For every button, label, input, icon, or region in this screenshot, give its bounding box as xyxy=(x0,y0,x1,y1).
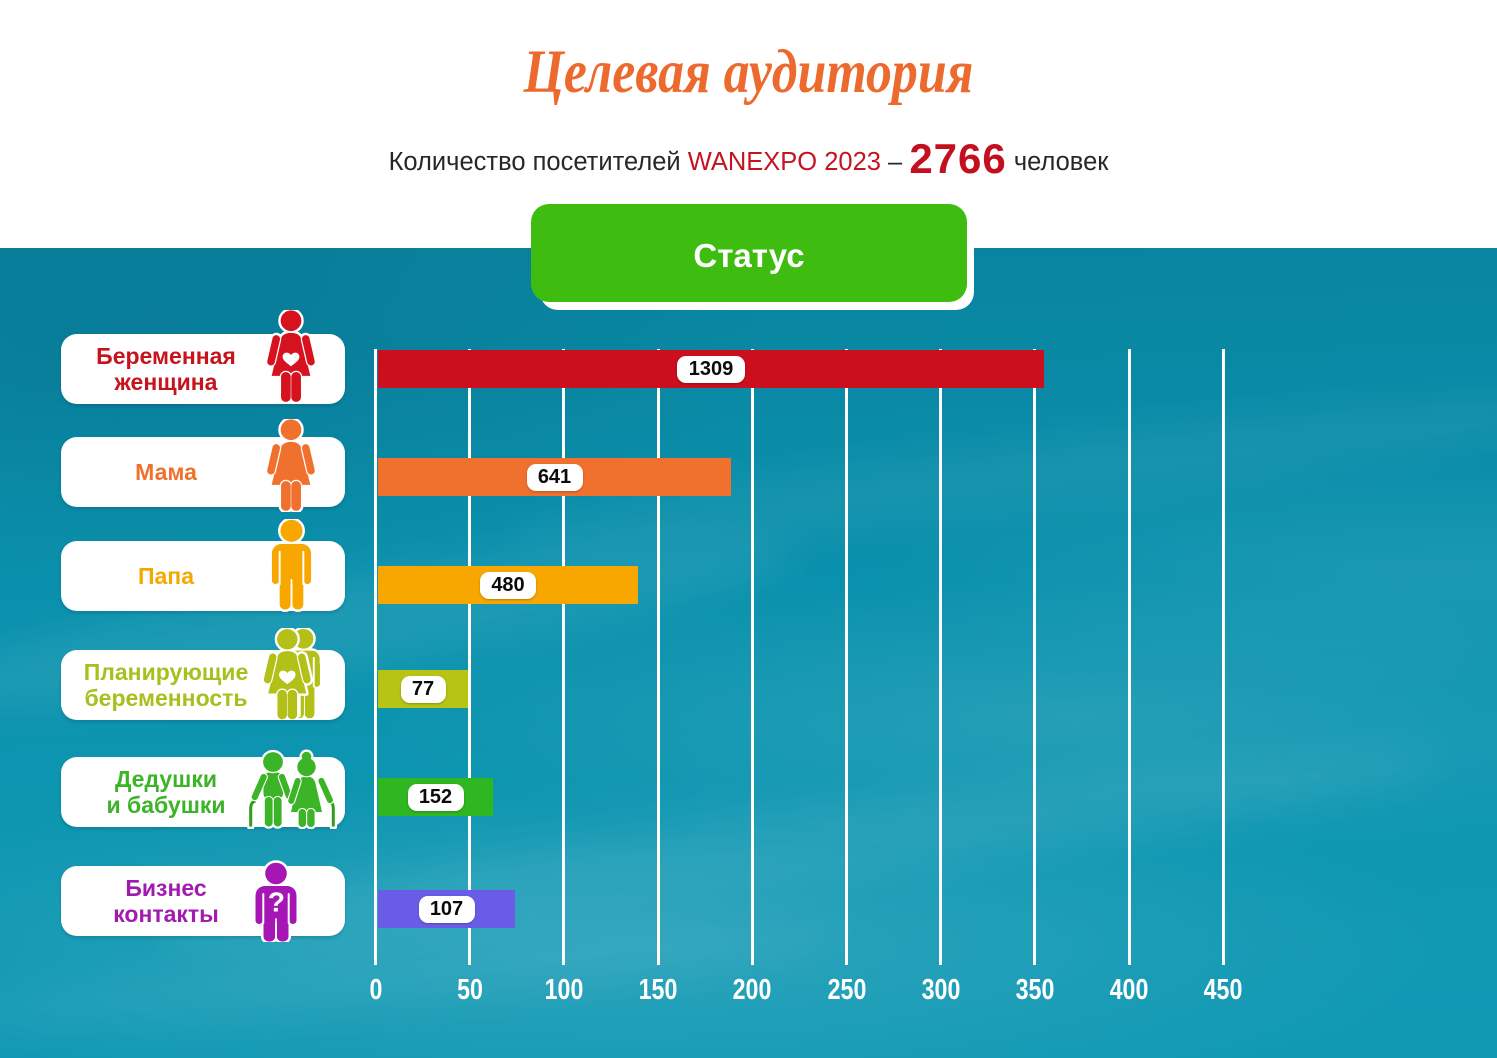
svg-text:?: ? xyxy=(268,887,285,918)
